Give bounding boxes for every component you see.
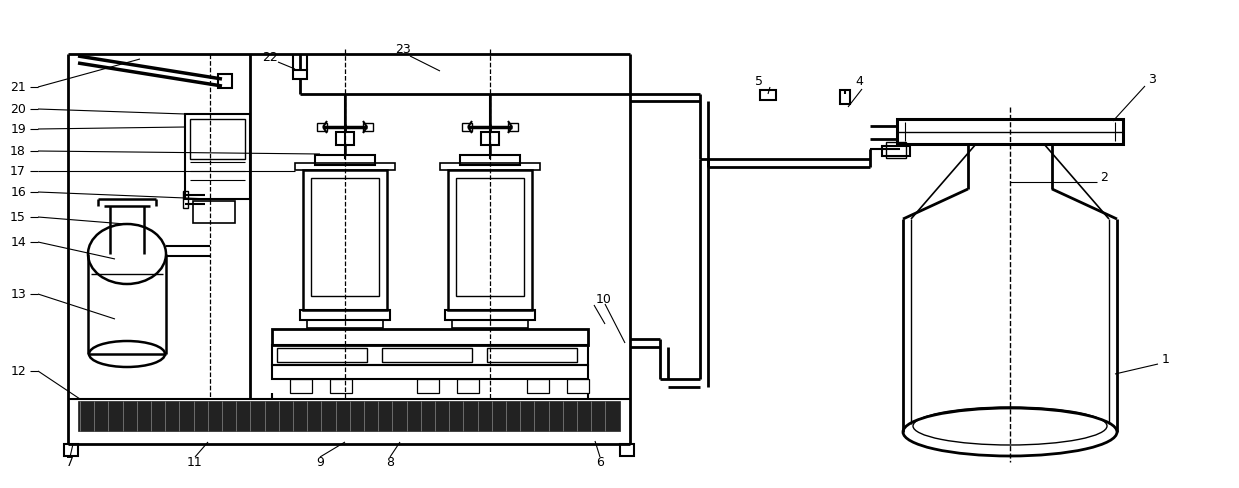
Bar	[418, 379, 439, 393]
Bar	[290, 379, 312, 393]
Bar	[218, 75, 232, 89]
Bar	[295, 163, 395, 171]
Text: 3: 3	[1149, 73, 1156, 86]
Text: 6: 6	[596, 456, 603, 468]
Text: 2: 2	[1100, 171, 1108, 184]
Bar	[445, 310, 535, 320]
Bar	[185, 115, 250, 200]
Bar	[460, 156, 520, 165]
Text: 10: 10	[596, 293, 612, 306]
Bar	[481, 133, 499, 146]
Bar	[897, 120, 1123, 145]
Bar	[315, 156, 375, 165]
Bar	[487, 348, 577, 362]
Bar	[363, 124, 373, 132]
Bar	[440, 163, 540, 171]
Bar	[292, 71, 307, 80]
Bar	[190, 120, 245, 160]
Bar	[840, 91, 850, 105]
Text: 8: 8	[387, 456, 394, 468]
Text: 15: 15	[10, 211, 26, 224]
Bar	[527, 379, 549, 393]
Bar	[183, 192, 188, 208]
Bar	[317, 124, 327, 132]
Bar	[278, 348, 367, 362]
Text: 20: 20	[10, 103, 26, 116]
Text: 7: 7	[66, 456, 74, 468]
Text: 21: 21	[10, 81, 26, 94]
Text: 9: 9	[316, 456, 323, 468]
Text: 17: 17	[10, 165, 26, 178]
Bar	[760, 91, 776, 101]
Text: 5: 5	[755, 75, 763, 88]
Text: 11: 11	[187, 456, 203, 468]
Bar	[567, 379, 589, 393]
Bar	[307, 320, 383, 328]
Text: 23: 23	[395, 43, 411, 57]
Bar	[273, 365, 589, 379]
Bar	[78, 401, 620, 431]
Bar	[330, 379, 352, 393]
Bar	[304, 171, 387, 310]
Bar	[273, 329, 589, 346]
Text: 22: 22	[261, 51, 278, 64]
Text: 1: 1	[1162, 353, 1170, 366]
Bar	[508, 124, 518, 132]
Text: 18: 18	[10, 145, 26, 158]
Bar	[382, 348, 472, 362]
Text: 12: 12	[10, 365, 26, 378]
Bar	[64, 444, 78, 456]
Text: 19: 19	[10, 123, 26, 136]
Text: 16: 16	[10, 186, 26, 199]
Bar	[886, 142, 906, 159]
Bar	[452, 320, 528, 328]
Text: 14: 14	[10, 236, 26, 249]
Bar	[457, 379, 479, 393]
Bar	[620, 444, 634, 456]
Bar	[449, 171, 532, 310]
Bar	[311, 179, 379, 296]
Bar	[300, 310, 390, 320]
Bar	[882, 147, 909, 157]
Bar	[456, 179, 524, 296]
Text: 4: 4	[855, 75, 862, 88]
Bar	[336, 133, 354, 146]
Text: 13: 13	[10, 288, 26, 301]
Bar	[462, 124, 472, 132]
Bar	[273, 346, 589, 365]
Bar	[193, 202, 235, 224]
